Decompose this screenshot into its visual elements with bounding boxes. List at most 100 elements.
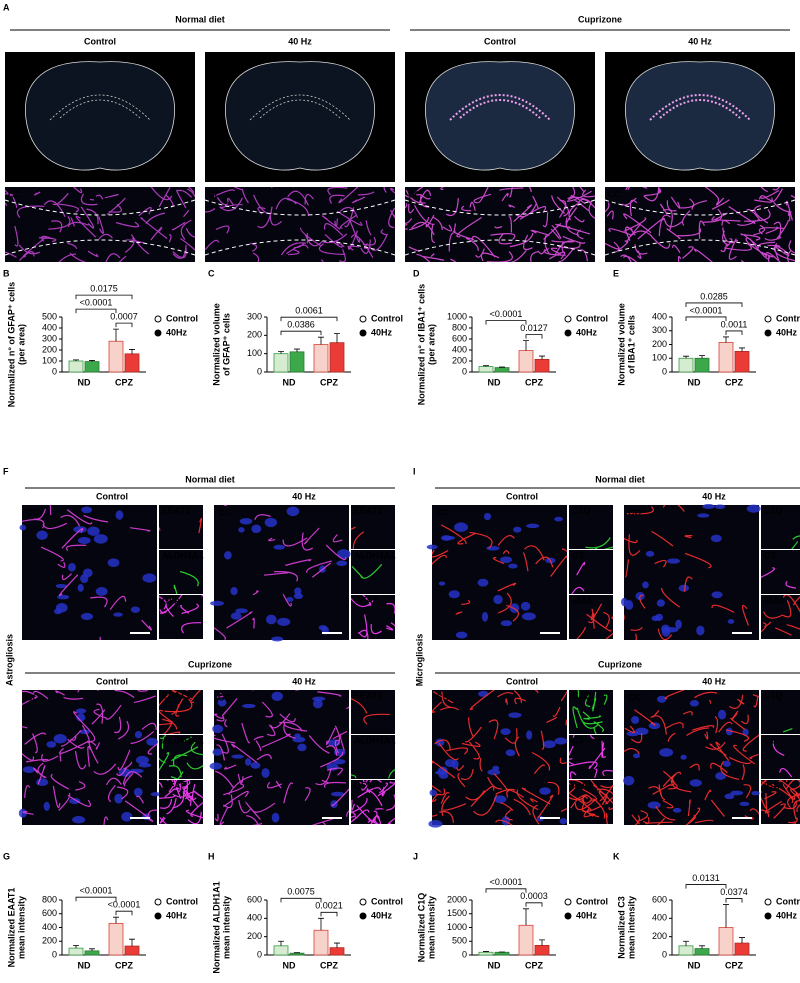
group-title: Cuprizone	[598, 659, 642, 669]
nucleus	[55, 602, 68, 613]
y-tick-label: 0	[462, 366, 467, 376]
y-axis-label: Normalized volume	[211, 303, 221, 386]
process	[22, 505, 153, 640]
column-title: Control	[484, 36, 516, 46]
channel-label: IBA1	[572, 780, 593, 790]
region-label: CC	[218, 692, 231, 702]
micrograph	[761, 690, 800, 734]
nucleus	[696, 625, 705, 636]
group-title: Normal diet	[175, 14, 225, 24]
nucleus	[271, 636, 284, 642]
nucleus	[508, 563, 518, 569]
nucleus	[80, 612, 94, 621]
micrograph	[351, 595, 395, 639]
channel-label: GFAP	[354, 780, 379, 790]
channel-label: C3	[764, 550, 776, 560]
nucleus	[444, 759, 456, 768]
bar	[313, 929, 329, 956]
error-bar	[334, 942, 340, 948]
x-tick-label: ND	[488, 960, 501, 970]
region-label: CC	[436, 692, 449, 702]
y-tick-label: 200	[652, 931, 667, 941]
p-value: 0.0285	[700, 291, 728, 301]
brain-outline	[25, 61, 175, 171]
process	[432, 690, 567, 825]
process	[159, 780, 203, 824]
cc-boundary	[404, 199, 596, 256]
nucleus	[714, 504, 726, 510]
panel-letter: A	[3, 2, 10, 12]
bar	[68, 947, 84, 956]
bar	[313, 344, 329, 373]
significance-bracket	[485, 888, 527, 893]
nucleus	[715, 772, 727, 780]
nucleus	[297, 743, 307, 752]
legend-marker	[359, 315, 367, 323]
stain-label: IBA1	[33, 53, 54, 63]
bar	[108, 922, 124, 956]
panel-letter: B	[3, 268, 10, 278]
nucleus	[521, 612, 536, 621]
nucleus	[659, 748, 674, 757]
y-tick-label: 400	[42, 322, 57, 332]
channel-label: C3	[764, 735, 776, 745]
nucleus	[142, 573, 157, 583]
p-value: 0.0061	[295, 306, 323, 316]
p-value: <0.0001	[80, 297, 113, 307]
nucleus	[77, 536, 91, 545]
y-axis-label: mean intensity	[426, 896, 436, 959]
y-tick-label: 600	[452, 333, 467, 343]
nucleus	[486, 546, 500, 551]
micrograph	[351, 735, 395, 779]
nucleus	[75, 708, 87, 714]
error-bar	[334, 333, 340, 343]
micrograph	[351, 505, 395, 549]
nucleus	[135, 755, 149, 765]
legend-marker	[359, 898, 367, 906]
legend-label: 40Hz	[776, 910, 798, 920]
error-bar	[723, 336, 729, 343]
significance-bracket	[485, 320, 527, 325]
significance-bracket	[280, 897, 322, 903]
error-bar	[89, 360, 95, 362]
nucleus	[487, 769, 501, 776]
nucleus	[697, 513, 710, 518]
y-tick-label: 300	[652, 325, 667, 335]
nucleus	[69, 797, 81, 805]
nucleus	[224, 551, 232, 560]
nucleus	[230, 612, 242, 620]
x-tick-label: ND	[78, 377, 91, 387]
region-label: CC	[436, 507, 449, 517]
error-bar	[278, 351, 284, 354]
bar	[273, 945, 289, 956]
y-tick-label: 600	[42, 908, 57, 918]
legend-marker	[359, 329, 367, 337]
channel-label: GFAP	[354, 595, 379, 605]
process	[605, 187, 795, 262]
legend-label: Control	[576, 896, 608, 906]
error-bar	[73, 944, 79, 949]
nucleus	[710, 534, 722, 543]
y-tick-label: 400	[247, 913, 262, 923]
nucleus	[46, 741, 57, 748]
process	[761, 780, 800, 824]
bar	[478, 366, 494, 373]
process	[791, 535, 800, 549]
legend-label: Control	[166, 896, 198, 906]
legend-marker	[764, 898, 772, 906]
column-title: Control	[506, 491, 538, 501]
y-tick-label: 2000	[447, 894, 467, 904]
nucleus	[689, 700, 699, 707]
process	[624, 690, 759, 825]
micrograph	[569, 505, 613, 549]
y-axis-label: Normalized n° of IBA1⁺ cells	[416, 284, 426, 405]
nucleus	[134, 730, 143, 739]
legend-label: 40Hz	[576, 910, 598, 920]
nucleus	[437, 766, 448, 775]
x-tick-label: CPZ	[320, 377, 339, 387]
region-label: CC	[26, 692, 39, 702]
group-title: Normal diet	[185, 474, 235, 484]
y-tick-label: 300	[247, 311, 262, 321]
nucleus	[428, 820, 443, 828]
bar	[678, 357, 694, 373]
